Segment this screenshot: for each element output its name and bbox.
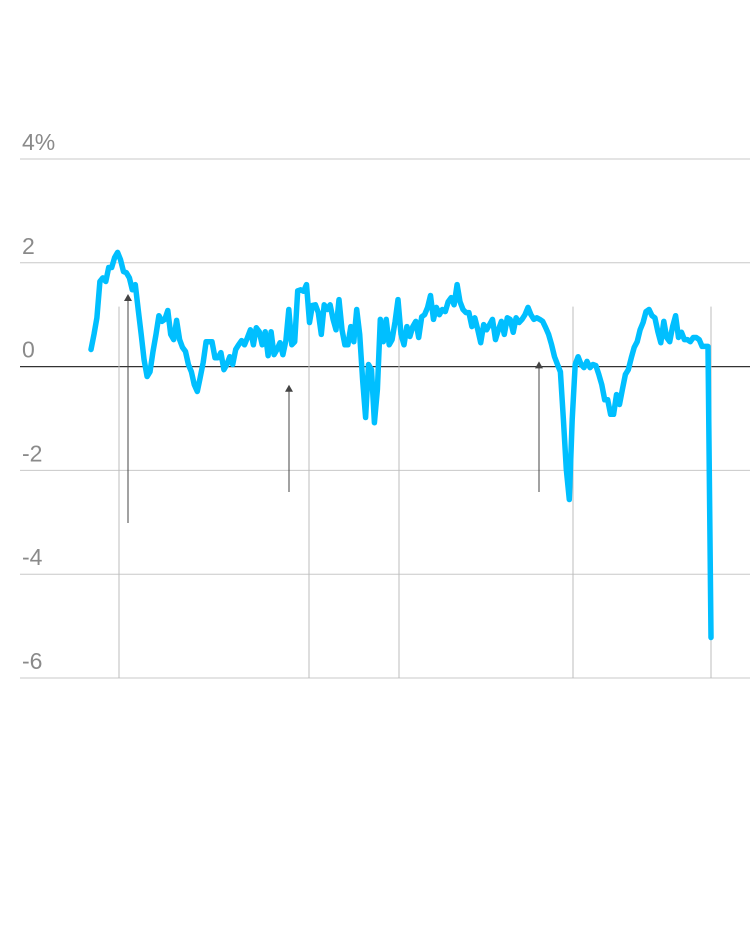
arrow-head xyxy=(285,384,293,392)
arrow-head xyxy=(124,293,132,301)
gridlines xyxy=(20,158,750,679)
y-tick-label: -2 xyxy=(22,440,42,466)
annotation-arrow xyxy=(285,384,293,492)
y-tick-label: 0 xyxy=(22,337,35,363)
series-line xyxy=(88,249,714,641)
y-axis-ticks: 4% 2 0 -2 -4 -6 xyxy=(22,129,55,674)
y-tick-label: 2 xyxy=(22,233,35,259)
vertical-reference-lines xyxy=(118,306,712,678)
annotation-arrows xyxy=(124,293,543,523)
y-tick-label: 4% xyxy=(22,129,55,155)
annotation-arrow xyxy=(124,293,132,523)
y-tick-label: -4 xyxy=(22,544,43,570)
annotation-arrow xyxy=(535,361,543,492)
arrow-head xyxy=(535,361,543,369)
y-tick-label: -6 xyxy=(22,648,42,674)
